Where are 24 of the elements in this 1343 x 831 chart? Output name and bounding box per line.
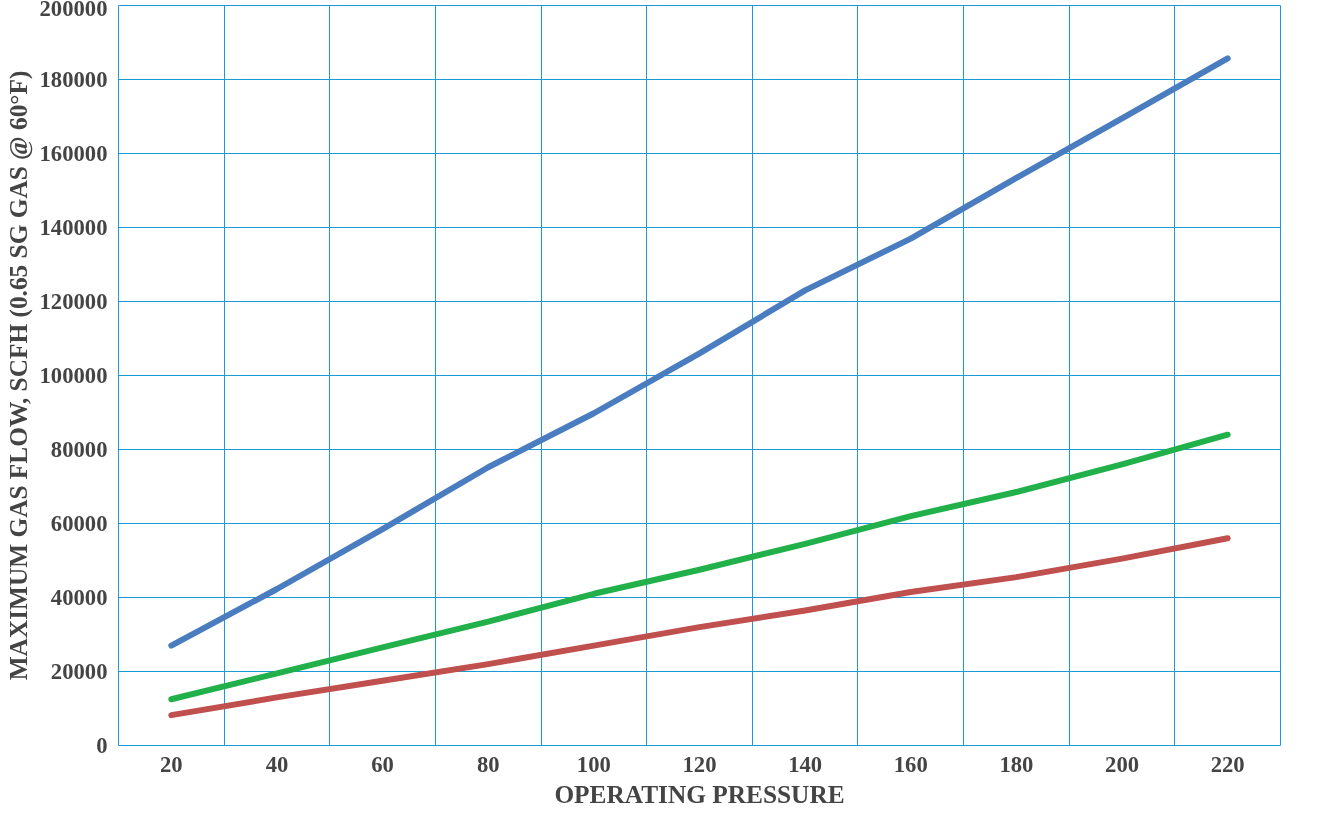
y-tick-label: 20000 — [50, 659, 108, 684]
x-tick-label: 200 — [1105, 751, 1140, 777]
y-tick-label: 180000 — [39, 67, 108, 92]
x-tick-label: 20 — [159, 751, 183, 777]
y-tick-label: 200000 — [39, 0, 108, 21]
x-tick-label: 80 — [476, 751, 500, 777]
x-tick-label: 60 — [371, 751, 394, 777]
y-tick-label: 0 — [96, 733, 108, 758]
y-tick-label: 120000 — [39, 289, 108, 314]
y-tick-label: 140000 — [39, 215, 108, 240]
y-tick-label: 60000 — [50, 511, 108, 536]
y-axis-title: MAXIMUM GAS FLOW, SCFH (0.65 SG GAS @ 60°F) — [3, 70, 33, 681]
x-tick-label: 120 — [682, 751, 717, 777]
x-tick-label: 160 — [893, 751, 928, 777]
x-tick-label: 140 — [788, 751, 823, 777]
x-axis-title: OPERATING PRESSURE — [554, 779, 845, 808]
y-tick-label: 80000 — [50, 437, 108, 462]
y-tick-label: 40000 — [50, 585, 108, 610]
x-tick-label: 180 — [999, 751, 1034, 777]
x-tick-label: 100 — [576, 751, 611, 777]
y-tick-label: 160000 — [39, 141, 108, 166]
x-tick-label: 220 — [1210, 751, 1245, 777]
x-tick-label: 40 — [265, 751, 289, 777]
y-tick-label: 100000 — [39, 363, 108, 388]
